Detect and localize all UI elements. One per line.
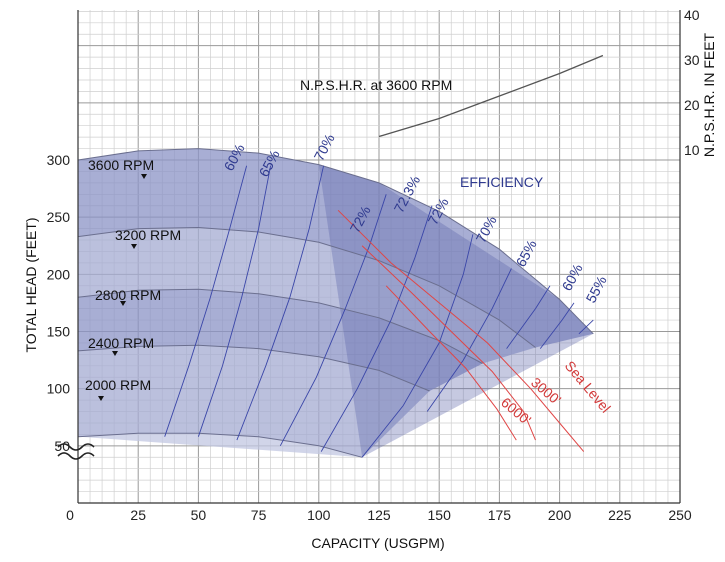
efficiency-line [320, 205, 433, 452]
y2-axis-title: N.P.S.H.R. IN FEET [701, 32, 717, 157]
speed-curves [77, 148, 594, 458]
rpm-label: 2400 RPM [88, 335, 154, 351]
y-tick-label: 50 [54, 438, 70, 454]
x-tick-label: 200 [548, 507, 572, 523]
y-tick-label: 200 [47, 266, 71, 282]
y-tick-label: 150 [47, 324, 71, 340]
y2-tick-label: 20 [684, 97, 700, 113]
x-tick-label: 75 [251, 507, 267, 523]
speed-curve [77, 432, 363, 458]
rpm-marker-icon [98, 396, 104, 401]
rpm-marker-icon [131, 244, 137, 249]
altitude-label: 3000' [528, 374, 564, 408]
speed-band [78, 345, 430, 458]
speed-band [78, 148, 594, 348]
efficiency-line [236, 165, 325, 441]
x-tick-label: 50 [191, 507, 207, 523]
altitude-curve [385, 285, 517, 441]
efficiency-label: 70% [311, 131, 338, 163]
y-tick-label: 300 [47, 152, 71, 168]
efficiency-line [164, 165, 248, 437]
npshr-line [378, 54, 604, 138]
efficiency-line [279, 194, 387, 447]
x-tick-label: 225 [608, 507, 632, 523]
altitude-curve [337, 209, 585, 452]
efficiency-label: 70% [473, 213, 500, 245]
npshr-label: N.P.S.H.R. at 3600 RPM [300, 77, 452, 93]
x-tick-label: 0 [66, 507, 74, 523]
efficiency-line [578, 319, 594, 335]
efficiency-shade [318, 164, 594, 458]
speed-band [78, 433, 363, 458]
speed-band [78, 289, 483, 391]
npshr-curve [378, 54, 604, 138]
y2-tick-label: 40 [684, 7, 700, 23]
y-tick-label: 250 [47, 209, 71, 225]
y-axis-title: TOTAL HEAD (FEET) [23, 217, 39, 352]
y-tick-label: 100 [47, 381, 71, 397]
speed-curve [77, 148, 594, 335]
altitude-curve [361, 245, 536, 441]
x-tick-label: 250 [668, 507, 692, 523]
rpm-label: 3200 RPM [115, 227, 181, 243]
efficiency-line [361, 234, 474, 458]
x-tick-label: 125 [367, 507, 391, 523]
efficiency-label: 60% [559, 261, 586, 293]
efficiency-label: 55% [583, 273, 610, 305]
speed-curve [77, 226, 536, 348]
x-tick-label: 25 [130, 507, 146, 523]
efficiency-title: EFFICIENCY [460, 174, 544, 190]
rpm-marker-icon [141, 174, 147, 179]
y2-tick-label: 10 [684, 142, 700, 158]
efficiency-line [197, 165, 272, 437]
efficiency-line [506, 285, 551, 349]
x-axis-title: CAPACITY (USGPM) [311, 535, 444, 551]
rpm-marker-icon [120, 301, 126, 306]
rpm-label: 3600 RPM [88, 157, 154, 173]
rpm-label: 2800 RPM [95, 287, 161, 303]
speed-curve [77, 288, 483, 364]
efficiency-lines [164, 165, 594, 458]
axes: 0 25 50 75 100 125 150 175 200 225 250 50 100 150 200 2… [47, 7, 700, 523]
speed-curve [77, 344, 430, 392]
y2-tick-label: 30 [684, 52, 700, 68]
altitude-curves [337, 209, 585, 452]
speed-bands [78, 148, 594, 458]
x-tick-label: 100 [307, 507, 331, 523]
axis-break-icon [57, 443, 95, 460]
altitude-label: Sea Level [562, 358, 614, 416]
rpm-label: 2000 RPM [85, 377, 151, 393]
rpm-marker-icon [112, 351, 118, 356]
speed-band [78, 227, 536, 364]
x-tick-label: 150 [428, 507, 452, 523]
efficiency-line [539, 302, 575, 349]
x-tick-label: 175 [488, 507, 512, 523]
